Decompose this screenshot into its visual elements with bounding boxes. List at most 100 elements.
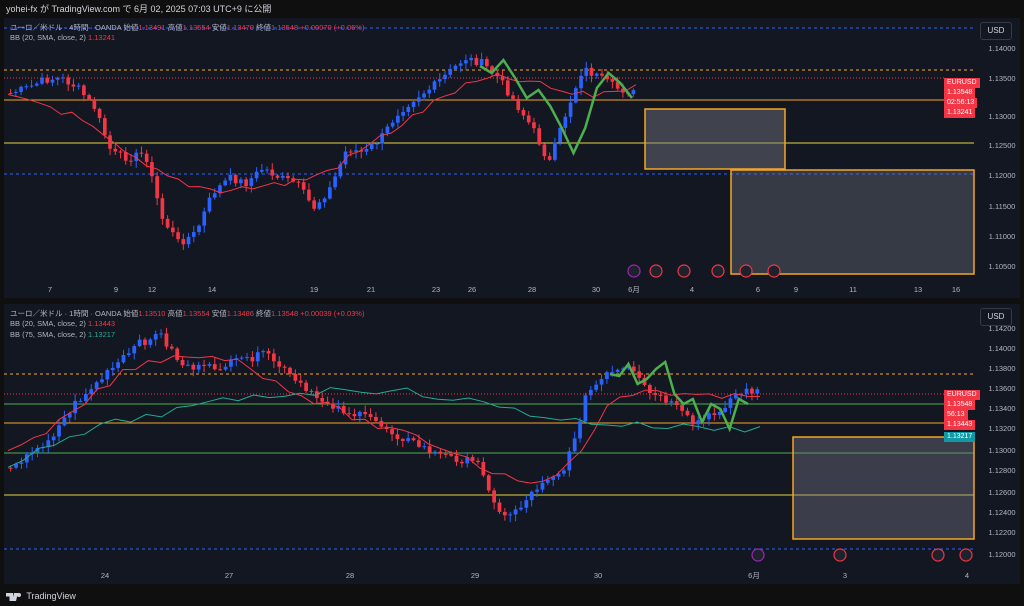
candle-body <box>331 404 335 409</box>
candle-body <box>521 109 526 116</box>
bb75-value-tag: 1.13217 <box>944 432 976 442</box>
candle-body <box>176 232 180 240</box>
candle-body <box>143 339 147 345</box>
candle-body <box>171 227 175 233</box>
price-tick-label: 1.14200 <box>988 324 1015 333</box>
candle-body <box>739 393 744 395</box>
candle-body <box>497 502 502 512</box>
chart-pane-4h[interactable]: 1.14000 1.13500 1.13000 1.12500 1.12000 1.115… <box>4 18 1020 298</box>
candle-body <box>465 457 470 464</box>
indicator-legend-bb20[interactable]: BB (20, SMA, close, 2) 1.13443 <box>10 319 116 328</box>
candle-body <box>615 369 620 372</box>
candle-body <box>573 88 578 103</box>
time-tick-label: 30 <box>592 285 600 294</box>
candle-body <box>347 413 351 415</box>
chart-canvas-1h[interactable]: 1.14200 1.14000 1.13800 1.13600 1.13400 1.132… <box>4 304 1020 584</box>
indicator-legend-bb20[interactable]: BB (20, SMA, close, 2) 1.13241 <box>10 33 116 42</box>
chart-pane-1h[interactable]: 1.14200 1.14000 1.13800 1.13600 1.13400 1.132… <box>4 304 1020 584</box>
candle-body <box>8 92 13 94</box>
candle-body <box>511 95 515 99</box>
currency-button[interactable]: USD <box>980 22 1012 40</box>
candle-body <box>744 388 749 394</box>
elliott-wave-line <box>609 359 749 433</box>
time-tick-label: 6月 <box>748 571 760 580</box>
candle-body <box>73 400 78 414</box>
candle-body <box>288 367 292 374</box>
candle-body <box>513 509 518 515</box>
price-tick-label: 1.13500 <box>988 74 1015 83</box>
candle-body <box>453 65 458 69</box>
candle-body <box>150 162 154 177</box>
time-tick-label: 4 <box>965 571 969 580</box>
candle-body <box>505 80 510 96</box>
candle-body <box>637 371 642 378</box>
price-tick-label: 1.12000 <box>988 171 1015 180</box>
candle-body <box>664 395 668 403</box>
price-tick-label: 1.12800 <box>988 466 1015 475</box>
candle-body <box>196 364 201 370</box>
candle-body <box>164 333 169 347</box>
candle-body <box>626 366 631 369</box>
time-tick-label: 6月 <box>628 285 640 294</box>
candle-body <box>469 57 473 61</box>
candle-body <box>359 150 364 152</box>
candle-body <box>567 451 572 471</box>
candle-body <box>304 382 308 391</box>
price-tick-label: 1.12200 <box>988 528 1015 537</box>
candle-body <box>594 73 599 76</box>
candle-body <box>519 507 523 510</box>
candle-body <box>470 457 475 461</box>
candle-body <box>186 364 190 366</box>
candle-body <box>750 388 754 394</box>
candle-body <box>486 475 491 491</box>
candle-body <box>108 135 112 149</box>
candle-body <box>223 180 228 186</box>
candle-body <box>502 511 507 516</box>
candle-body <box>92 99 97 109</box>
candle-body <box>298 380 303 383</box>
price-tick-label: 1.13000 <box>988 446 1015 455</box>
demand-zone <box>730 169 975 275</box>
time-tick-label: 24 <box>101 571 109 580</box>
candle-body <box>364 148 369 152</box>
candle-body <box>191 232 196 237</box>
economic-event-icon <box>739 264 753 278</box>
indicator-legend-bb75[interactable]: BB (75, SMA, close, 2) 1.13217 <box>10 330 116 339</box>
price-tick-label: 1.14000 <box>988 44 1015 53</box>
candle-body <box>422 93 426 98</box>
bb20-value-tag: 1.13443 <box>944 420 976 430</box>
candle-body <box>474 57 479 66</box>
candle-body <box>180 359 185 366</box>
candle-body <box>584 67 589 76</box>
candle-body <box>282 366 287 368</box>
candle-body <box>186 236 191 245</box>
symbol-tag: EURUSD <box>944 78 980 88</box>
currency-button[interactable]: USD <box>980 308 1012 326</box>
candle-body <box>401 111 405 116</box>
price-tick-label: 1.11500 <box>989 202 1016 211</box>
candle-body <box>55 77 60 80</box>
time-tick-label: 4 <box>690 285 694 294</box>
candle-body <box>40 77 44 84</box>
candle-body <box>29 85 34 87</box>
candle-body <box>259 169 264 172</box>
candle-body <box>400 439 405 441</box>
candle-body <box>556 473 561 477</box>
candle-body <box>674 401 679 406</box>
candle-body <box>354 150 358 152</box>
candle-body <box>572 438 577 452</box>
candle-body <box>137 339 142 347</box>
chart-canvas-4h[interactable]: 1.14000 1.13500 1.13000 1.12500 1.12000 1.115… <box>4 18 1020 298</box>
candle-body <box>228 174 233 181</box>
candle-body <box>368 414 373 417</box>
candle-body <box>266 351 271 354</box>
candle-body <box>320 398 325 402</box>
candle-body <box>524 500 529 508</box>
candle-body <box>94 382 99 390</box>
time-tick-label: 12 <box>148 285 156 294</box>
candle-body <box>191 364 196 370</box>
candle-body <box>406 106 411 112</box>
candle-body <box>8 467 13 469</box>
candle-body <box>223 366 228 370</box>
candle-body <box>545 479 550 483</box>
